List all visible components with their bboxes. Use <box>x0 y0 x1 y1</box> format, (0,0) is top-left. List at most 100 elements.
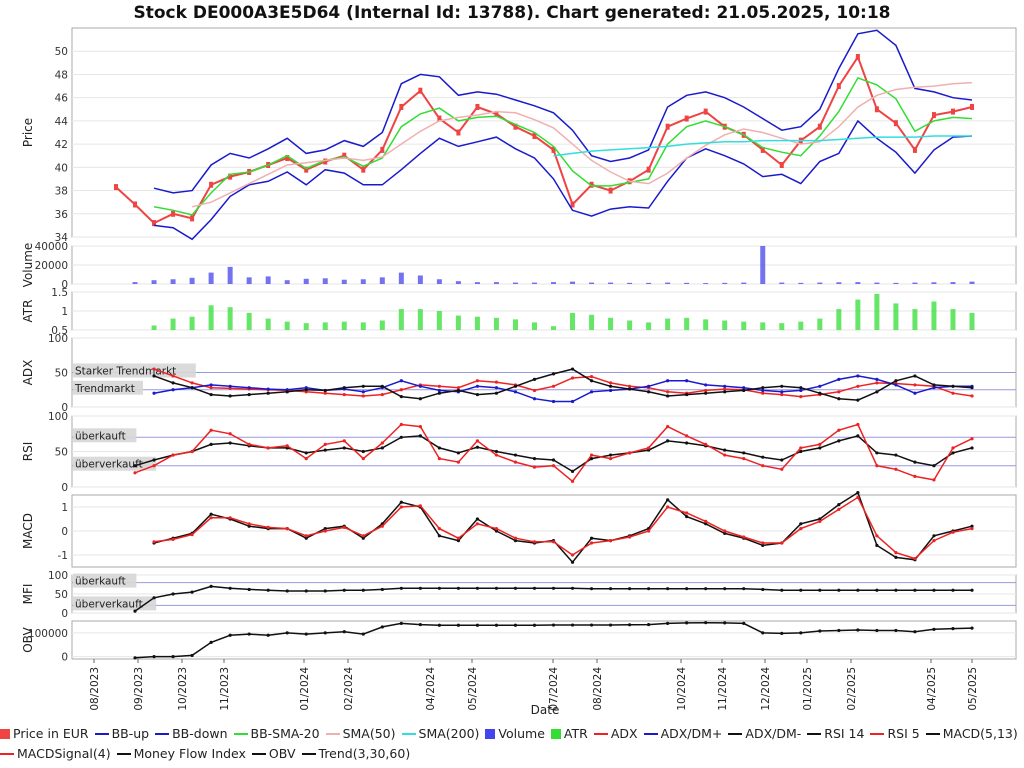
series-point <box>932 464 936 468</box>
volume-bar <box>493 282 499 284</box>
y-axis-label: OBV <box>21 626 35 652</box>
series-point <box>589 457 594 461</box>
series-point <box>532 397 537 401</box>
atr-bar <box>398 309 404 330</box>
series-point <box>894 467 898 471</box>
panel-adx: 0 50 100 ADX Starker Trendmarkt Trendmarkt <box>21 333 1017 414</box>
y-tick-label: 1.5 <box>51 287 68 299</box>
series-point <box>380 392 384 397</box>
zone-label: überverkauft <box>75 459 143 471</box>
y-axis-label: ATR <box>21 300 35 323</box>
series-point <box>704 391 708 395</box>
price-candle <box>285 155 290 162</box>
atr-bar <box>703 319 709 330</box>
series-point <box>437 388 441 393</box>
series-point <box>608 587 613 591</box>
series-point <box>152 464 156 468</box>
series-point <box>856 628 860 632</box>
price-candle <box>171 210 176 217</box>
series-point <box>856 495 860 499</box>
series-point <box>247 522 251 526</box>
price-candle <box>608 187 613 194</box>
series-point <box>932 478 936 482</box>
legend-item: BB-up <box>94 724 149 744</box>
series-point <box>875 464 879 468</box>
price-candle <box>665 123 670 130</box>
series-point <box>399 379 403 383</box>
y-axis-label: MACD <box>21 513 35 549</box>
series-point <box>647 446 651 450</box>
price-candle <box>570 201 575 208</box>
legend-label: MACD(5,13) <box>942 726 1018 741</box>
series-point <box>285 390 289 394</box>
atr-bar <box>874 293 880 330</box>
zone-label-bg <box>73 573 137 588</box>
series-point <box>647 622 651 627</box>
series-point <box>970 527 974 531</box>
series-point <box>475 445 480 449</box>
price-candle <box>836 83 841 90</box>
price-candle <box>855 54 860 61</box>
volume-bar <box>741 282 747 284</box>
legend-label: ADX/DM- <box>745 726 802 741</box>
series-point <box>951 530 955 534</box>
series-point <box>570 553 575 557</box>
series-point <box>761 631 765 635</box>
series-point <box>951 391 955 395</box>
series-point <box>475 586 480 590</box>
series-point <box>875 451 879 455</box>
x-tick-label: 10/2024 <box>676 667 688 711</box>
series-line-adx <box>153 368 973 398</box>
atr-bar <box>551 326 557 330</box>
price-candle <box>399 103 404 110</box>
series-point <box>247 442 251 446</box>
series-point <box>856 374 860 378</box>
series-point <box>475 392 480 397</box>
series-point <box>418 586 422 590</box>
atr-bar <box>969 312 975 330</box>
x-tick-label: 08/2023 <box>89 667 101 711</box>
series-point <box>228 586 232 590</box>
panel-rsi: 0 50 100 RSI überkauft überverkauft <box>21 411 1017 494</box>
series-point <box>171 388 175 392</box>
series-point <box>494 449 499 454</box>
series-point <box>780 467 784 471</box>
series-point <box>361 449 365 454</box>
series-point <box>399 586 403 590</box>
price-candle <box>437 115 442 122</box>
legend-swatch <box>550 729 561 739</box>
series-point <box>799 395 803 399</box>
stock-chart: Stock DE000A3E5D64 (Internal Id: 13788).… <box>21 3 1017 717</box>
series-point <box>361 536 365 540</box>
series-point <box>380 625 384 629</box>
price-candle <box>114 184 118 191</box>
y-tick-label: 40000 <box>35 241 68 253</box>
y-tick-label: 48 <box>55 69 68 81</box>
volume-bar <box>455 281 461 284</box>
series-point <box>570 479 575 483</box>
atr-bar <box>284 321 290 330</box>
series-point <box>875 543 879 548</box>
series-point <box>190 590 194 594</box>
series-point <box>190 533 194 537</box>
series-point <box>894 588 898 592</box>
zone-label-bg <box>73 380 143 395</box>
volume-bar <box>969 281 975 284</box>
series-point <box>628 587 632 591</box>
legend-swatch <box>233 733 248 735</box>
series-point <box>761 587 765 592</box>
panel-atr: 0.5 1 1.5 ATR <box>21 287 1017 337</box>
series-point <box>304 388 308 392</box>
series-point <box>551 399 556 404</box>
zone-label: überkauft <box>75 576 126 588</box>
series-point <box>361 394 365 398</box>
series-point <box>494 453 499 457</box>
x-tick-label: 05/2025 <box>967 667 979 711</box>
series-point <box>285 527 289 531</box>
series-point <box>494 391 499 395</box>
legend-label: RSI 14 <box>824 726 865 741</box>
price-candle <box>475 103 480 110</box>
atr-bar <box>836 309 842 330</box>
atr-bar <box>665 318 671 330</box>
atr-bar <box>684 317 690 330</box>
